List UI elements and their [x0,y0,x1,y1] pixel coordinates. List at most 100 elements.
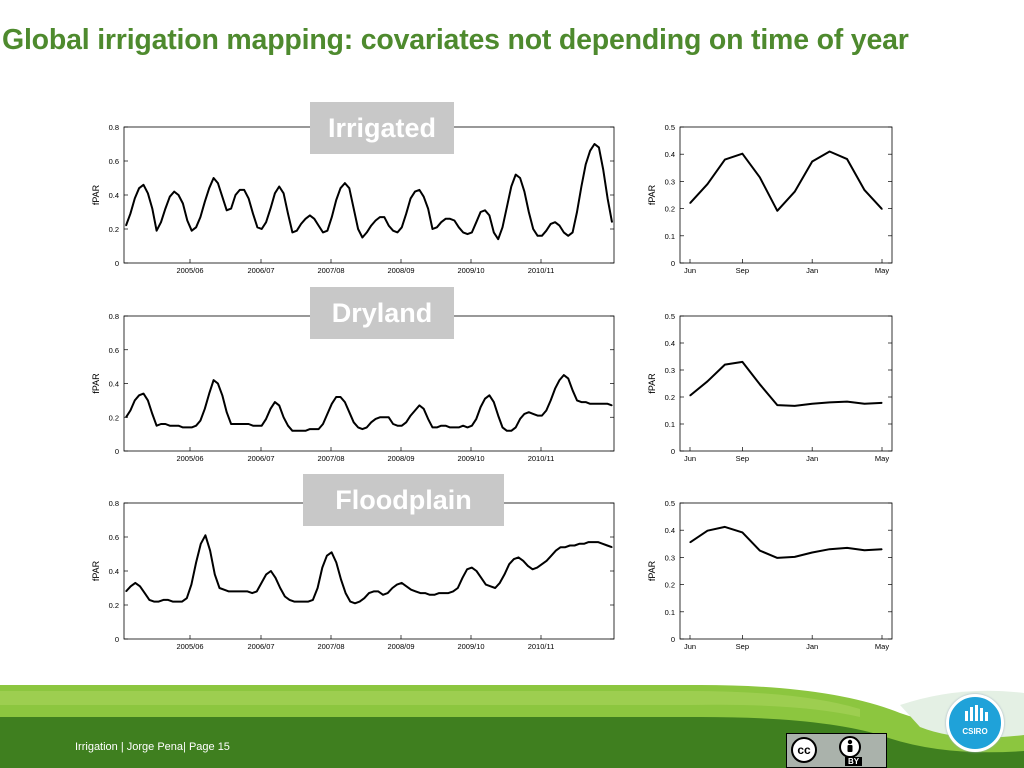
chart-4-data-point [881,402,883,404]
chart-5-data-point [125,590,127,593]
chart-3-data-point [445,425,447,427]
chart-5-data-point [433,594,435,596]
chart-4-data-point [724,364,726,366]
chart-5-data-point [452,590,454,593]
chart-3-data-point [248,423,250,425]
chart-3-data-point [401,425,403,427]
chart-3-data-point [576,399,578,401]
chart-3-data-point [440,425,442,427]
chart-5-data-point [312,599,314,601]
chart-3-data-point [274,401,276,403]
chart-3-data-point [567,377,569,379]
chart-3-data-point [278,404,280,406]
chart-3-xtick-label: 2007/08 [317,454,344,463]
chart-5-ytick-label: 0.8 [109,499,119,508]
chart-5-data-point [265,573,267,576]
chart-2-xtick-label: Sep [736,266,749,275]
chart-5-data-point [480,577,482,579]
chart-2-xtick-label: Jan [806,266,818,275]
chart-1-data-point [589,150,591,152]
chart-3-data-point [462,425,464,427]
chart-1-data-point [466,233,469,235]
chart-1-data-point [291,231,293,233]
chart-1-data-point [519,177,521,179]
chart-1-data-point [471,231,473,233]
chart-3-data-point [269,408,272,410]
chart-5-data-point [443,592,445,594]
chart-3-data-point [147,399,149,401]
chart-1-data-point [213,177,215,179]
chart-1-data-point [129,213,131,215]
chart-3-data-point [554,388,556,390]
chart-5-data-point [485,584,487,586]
chart-4-xtick-label: Jan [806,454,818,463]
csiro-logo-icon: CSIRO [946,694,1004,752]
chart-3-data-point [488,394,490,396]
chart-5-data-point [555,550,557,552]
chart-3-data-point [436,426,438,428]
chart-4-data-point [794,405,796,407]
chart-3-data-point [519,418,521,420]
chart-3-data-point [339,396,342,398]
chart-3-data-point [213,379,215,381]
chart-4-ytick-label: 0.3 [665,366,675,375]
chart-5-data-point [466,568,468,570]
chart-5-data-point [401,582,403,584]
chart-5-data-point [223,589,225,591]
chart-6-ytick-label: 0.1 [665,608,675,617]
chart-3-data-point [414,409,416,412]
chart-1-ytick-label: 0 [115,259,119,268]
chart-1-data-point [585,163,587,165]
chart-4-ytick-label: 0.2 [665,393,675,402]
chart-1-data-point [366,231,368,233]
chart-1-data-point [296,230,298,232]
chart-3-data-point [361,428,363,430]
chart-3-data-point [304,430,307,432]
chart-1-data-point [125,225,127,227]
chart-3-data-point [134,399,136,401]
chart-5-data-point [130,585,132,587]
chart-5-data-point [186,597,188,599]
chart-3-data-point [611,404,613,406]
chart-1-data-point [191,230,193,232]
chart-3-data-point [169,425,171,427]
chart-1-data-point [545,230,547,232]
chart-1-data-point [598,146,600,148]
chart-3-data-point [493,401,495,403]
chart-3-data-point [195,425,197,427]
chart-3-data-point [344,401,346,403]
chart-5-data-point [550,555,552,557]
chart-3-data-point [537,415,539,417]
chart-3-data-point [283,416,285,418]
chart-4-ytick-label: 0.1 [665,420,675,429]
chart-3-data-point [226,411,228,413]
chart-5-data-point [340,578,342,581]
chart-3-data-point [186,426,188,428]
chart-5-data-point [167,599,169,601]
chart-3-data-point [318,428,320,430]
chart-2-data-point [881,208,883,210]
chart-5-data-point [158,601,160,603]
chart-3-data-point [392,423,394,425]
chart-1-data-point [462,231,464,233]
chart-5-data-point [176,601,178,603]
chart-2-data-point [794,191,796,193]
chart-1-data-point [348,187,350,189]
chart-4-data-point [689,395,691,397]
chart-3-xtick-label: 2009/10 [457,454,484,463]
chart-1-data-point [550,223,552,225]
chart-1-data-point [173,191,175,193]
chart-3-data-point [449,426,451,428]
chart-5-data-point [321,567,323,569]
chart-5-ytick-label: 0 [115,635,119,644]
chart-1-data-point [528,211,530,213]
chart-3-data-point [129,409,131,412]
chart-5-data-point [162,599,164,601]
chart-3-data-point [458,426,460,428]
by-text: BY [845,757,863,766]
chart-3-data-point [177,425,180,427]
chart-1-data-point [375,219,377,222]
chart-5-data-point [583,543,585,545]
chart-3-data-point [160,423,162,425]
chart-3-ytick-label: 0.2 [109,413,119,422]
